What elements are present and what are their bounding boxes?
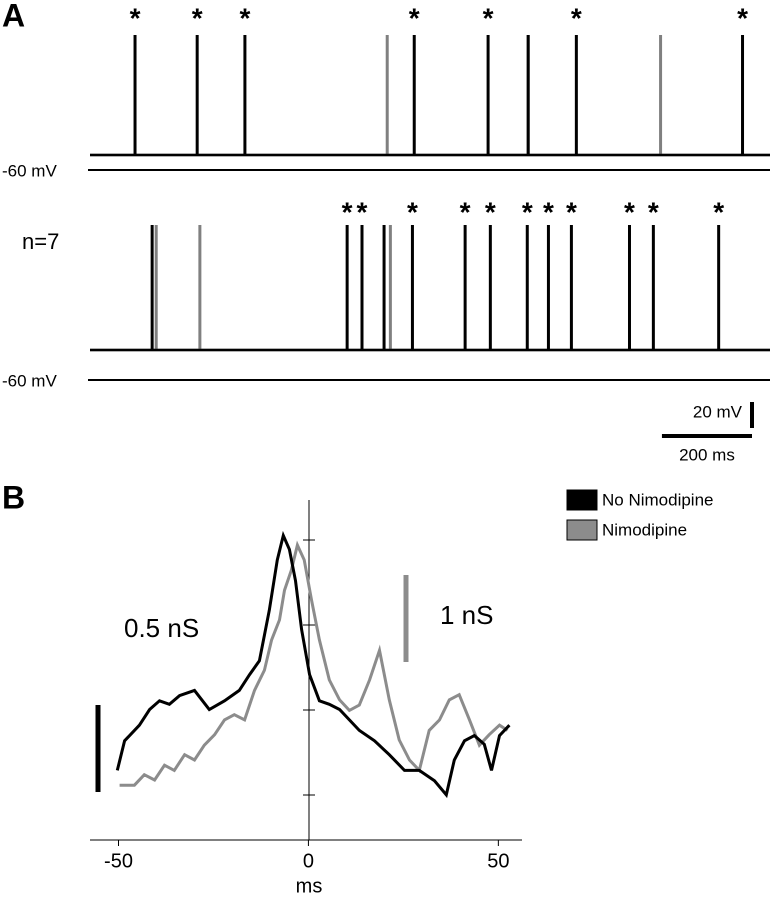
asterisk: *: [460, 196, 471, 227]
scale-label: 1 nS: [440, 600, 494, 630]
asterisk: *: [571, 2, 582, 33]
legend-label: No Nimodipine: [602, 490, 714, 509]
asterisk: *: [648, 196, 659, 227]
asterisk: *: [409, 2, 420, 33]
x-tick-label: -50: [104, 850, 133, 872]
asterisk: *: [713, 196, 724, 227]
legend-swatch: [566, 519, 598, 541]
sta-line: [119, 540, 509, 787]
asterisk: *: [485, 196, 496, 227]
asterisk: *: [357, 196, 368, 227]
scale-label: 200 ms: [679, 445, 735, 464]
panel-label: A: [2, 0, 25, 33]
x-tick-label: 0: [303, 850, 314, 872]
asterisk: *: [130, 2, 141, 33]
legend-label: Nimodipine: [602, 520, 687, 539]
sta-line: [115, 530, 511, 799]
asterisk: *: [483, 2, 494, 33]
asterisk: *: [407, 196, 418, 227]
asterisk: *: [342, 196, 353, 227]
asterisk: *: [192, 2, 203, 33]
rest-label: -60 mV: [2, 161, 57, 180]
asterisk: *: [543, 196, 554, 227]
scale-label: 0.5 nS: [124, 613, 199, 643]
row-label: n=7: [22, 229, 59, 254]
rest-label: -60 mV: [2, 371, 57, 390]
asterisk: *: [522, 196, 533, 227]
x-tick-label: 50: [487, 850, 509, 872]
panel-label: B: [2, 479, 25, 515]
asterisk: *: [566, 196, 577, 227]
scale-label: 20 mV: [693, 402, 743, 421]
x-axis-label: ms: [296, 875, 323, 897]
asterisk: *: [239, 2, 250, 33]
asterisk: *: [624, 196, 635, 227]
asterisk: *: [737, 2, 748, 33]
legend-swatch: [566, 489, 598, 511]
